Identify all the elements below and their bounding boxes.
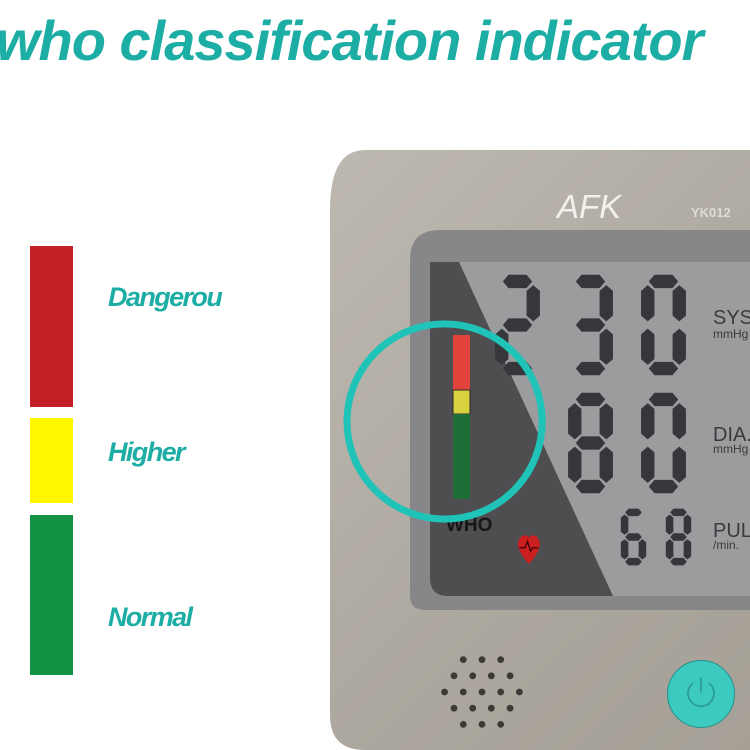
- svg-text:mmHg: mmHg: [713, 327, 748, 341]
- svg-text:/min.: /min.: [713, 538, 739, 552]
- svg-text:mmHg: mmHg: [713, 442, 748, 456]
- svg-text:SYS.: SYS.: [713, 307, 750, 329]
- svg-text:YK012: YK012: [691, 205, 731, 220]
- svg-text:AFK: AFK: [555, 188, 623, 225]
